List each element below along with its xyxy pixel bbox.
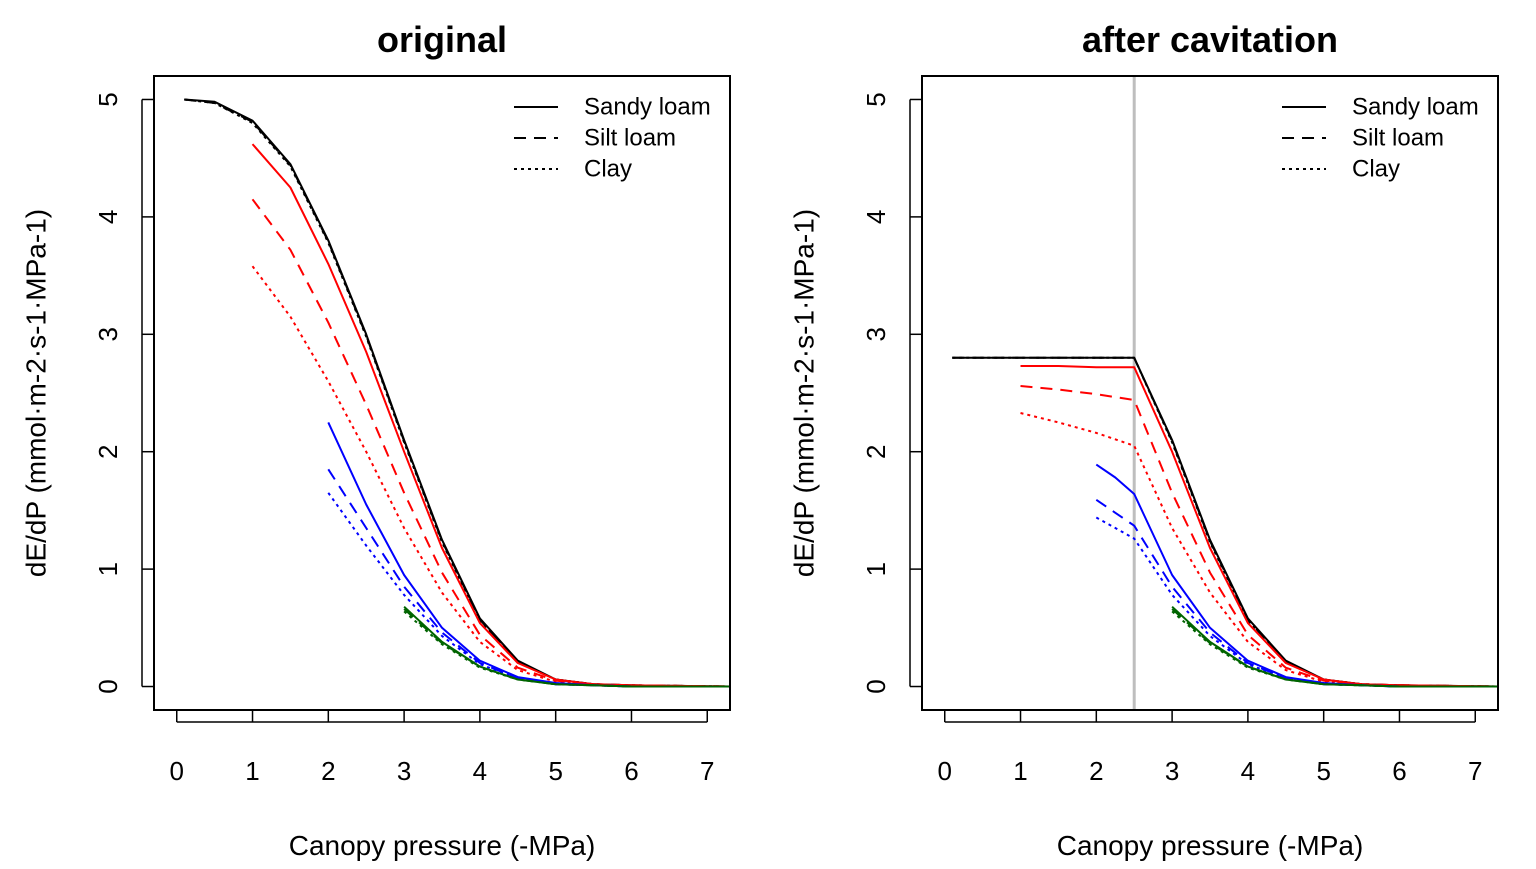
y-tick-label: 2: [861, 444, 891, 458]
x-tick-label: 0: [170, 756, 184, 786]
y-axis-title: dE/dP (mmol·m-2·s-1·MPa-1): [789, 209, 820, 577]
plot-frame: [153, 75, 731, 711]
legend-label: Sandy loam: [584, 94, 711, 121]
series-group: [952, 356, 1498, 688]
chart-panel-1: original 0 1 2 3 4 5 6 7 0 1 2 3 4 5 Canopy pressure (-…: [21, 19, 731, 861]
x-tick-label: 5: [1316, 756, 1330, 786]
series-line-green-solid: [403, 605, 730, 688]
series-line-blue-dotted: [327, 492, 730, 688]
series-line-red-dotted: [251, 265, 730, 688]
series-line-black-dashed: [952, 356, 1498, 688]
legend-label: Clay: [1352, 156, 1400, 183]
series-line-red-dashed: [251, 198, 730, 688]
legend-label: Silt loam: [584, 125, 676, 152]
series-line-black-solid: [952, 356, 1498, 688]
series-line-blue-solid: [1095, 463, 1498, 688]
series-line-green-dotted: [1171, 610, 1498, 688]
series-line-blue-solid: [327, 421, 730, 688]
y-tick-label: 5: [861, 92, 891, 106]
chart-panel-2: after cavitation 0 1 2 3 4 5 6 7 0 1 2 3 4 5 Canopy pre…: [789, 19, 1499, 861]
x-tick-label: 7: [700, 756, 714, 786]
series-line-red-solid: [1020, 365, 1498, 688]
x-tick-label: 2: [321, 756, 335, 786]
y-tick-label: 4: [861, 210, 891, 224]
x-axis-title: Canopy pressure (-MPa): [1057, 830, 1364, 861]
x-tick-label: 4: [473, 756, 487, 786]
x-axis-title: Canopy pressure (-MPa): [289, 830, 596, 861]
x-tick-label: 1: [1013, 756, 1027, 786]
legend-label: Sandy loam: [1352, 94, 1479, 121]
series-line-green-dashed: [1171, 608, 1498, 688]
y-axis-title: dE/dP (mmol·m-2·s-1·MPa-1): [21, 209, 52, 577]
series-line-green-solid: [1171, 605, 1498, 688]
x-tick-label: 0: [938, 756, 952, 786]
series-line-black-dotted: [952, 356, 1498, 688]
legend-label: Clay: [584, 156, 632, 183]
x-tick-label: 1: [245, 756, 259, 786]
y-tick-label: 5: [93, 92, 123, 106]
x-tick-label: 4: [1241, 756, 1255, 786]
x-tick-label: 7: [1468, 756, 1482, 786]
series-line-green-dashed: [403, 608, 730, 688]
x-tick-label: 3: [1165, 756, 1179, 786]
series-line-black-dotted: [184, 98, 730, 688]
series-group: [184, 98, 730, 688]
y-tick-label: 2: [93, 444, 123, 458]
legend-label: Silt loam: [1352, 125, 1444, 152]
chart-title: original: [377, 19, 507, 60]
chart-title: after cavitation: [1082, 19, 1338, 60]
y-tick-label: 3: [861, 327, 891, 341]
series-line-green-dotted: [403, 610, 730, 688]
y-tick-label: 1: [93, 562, 123, 576]
series-line-red-solid: [251, 143, 730, 688]
y-tick-label: 0: [93, 679, 123, 693]
x-tick-label: 6: [624, 756, 638, 786]
series-line-red-dashed: [1020, 385, 1498, 688]
x-tick-label: 3: [397, 756, 411, 786]
series-line-blue-dashed: [1095, 498, 1498, 688]
x-tick-label: 5: [548, 756, 562, 786]
y-tick-label: 0: [861, 679, 891, 693]
x-tick-label: 6: [1392, 756, 1406, 786]
y-tick-label: 3: [93, 327, 123, 341]
series-line-black-dashed: [184, 98, 730, 688]
series-line-blue-dashed: [327, 468, 730, 688]
plot-frame: [921, 75, 1499, 711]
x-tick-label: 2: [1089, 756, 1103, 786]
y-tick-label: 1: [861, 562, 891, 576]
y-tick-label: 4: [93, 210, 123, 224]
